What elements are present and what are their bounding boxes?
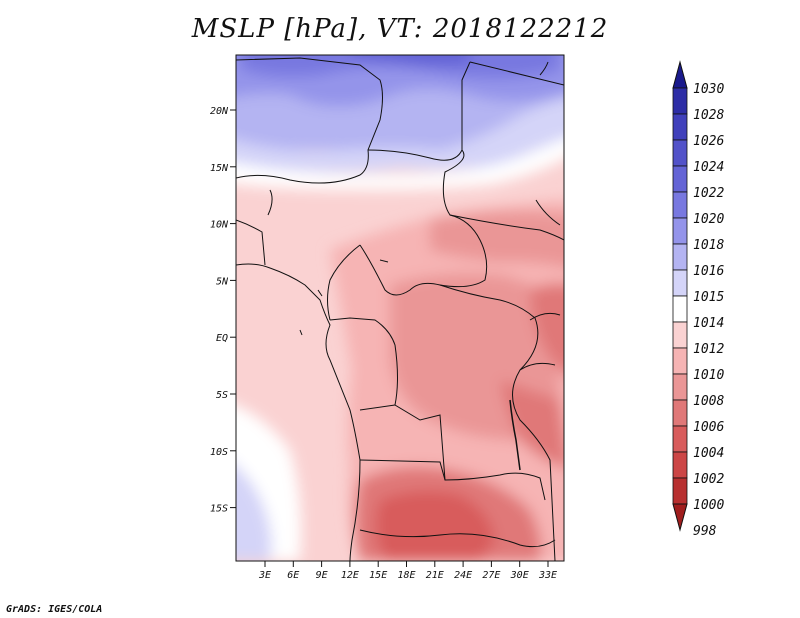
colorbar-swatch: [672, 425, 688, 453]
colorbar-label: 1020: [693, 212, 724, 227]
colorbar-label: 1026: [693, 134, 724, 149]
colorbar-label: 1000: [693, 498, 724, 513]
colorbar-swatch: [672, 139, 688, 167]
map-title: MSLP [hPa], VT: 2018122212: [191, 14, 609, 44]
colorbar-label: 1004: [693, 446, 724, 461]
lon-tick-label: 12E: [341, 570, 359, 581]
colorbar-label: 1002: [693, 472, 724, 487]
lat-tick-label: 5S: [216, 390, 228, 401]
lon-tick-label: 27E: [482, 570, 500, 581]
colorbar-swatch: [672, 399, 688, 427]
lon-tick-label: 21E: [426, 570, 444, 581]
lon-tick-label: 18E: [397, 570, 415, 581]
colorbar-label: 1024: [693, 160, 724, 175]
lon-tick-label: 30E: [510, 570, 529, 581]
colorbar-swatch: [672, 217, 688, 245]
colorbar-swatch: [672, 191, 688, 219]
colorbar-label: 1022: [693, 186, 724, 201]
colorbar-swatch: [672, 373, 688, 401]
latitude-axis: 20N 15N 10N 5N EQ 5S 10S 15S: [210, 106, 236, 515]
colorbar-top-arrow: [672, 60, 688, 89]
colorbar-swatch: [672, 113, 688, 141]
lon-tick-label: 9E: [316, 570, 328, 581]
lon-tick-label: 15E: [369, 570, 387, 581]
lat-tick-label: 20N: [210, 106, 229, 117]
lon-tick-label: 6E: [287, 570, 299, 581]
lat-tick-label: 15N: [210, 163, 229, 174]
colorbar-label: 1030: [693, 82, 724, 97]
lat-tick-label: 15S: [210, 504, 228, 515]
colorbar-swatch: [672, 321, 688, 349]
colorbar-swatch: [672, 477, 688, 505]
colorbar-swatch: [672, 451, 688, 479]
colorbar-label: 1015: [693, 290, 724, 305]
pressure-field: [236, 55, 564, 561]
colorbar-label: 1012: [693, 342, 724, 357]
colorbar-swatch: [672, 347, 688, 375]
lat-tick-label: 10S: [210, 447, 228, 458]
colorbar-swatch: [672, 295, 688, 323]
colorbar-label: 1010: [693, 368, 724, 383]
colorbar-label: 1016: [693, 264, 724, 279]
lat-tick-label: EQ: [216, 333, 228, 344]
colorbar-swatch: [672, 87, 688, 115]
lat-tick-label: 5N: [216, 276, 229, 287]
lon-tick-label: 24E: [454, 570, 472, 581]
colorbar-label: 1018: [693, 238, 724, 253]
colorbar-label: 998: [693, 524, 717, 539]
colorbar-label: 1014: [693, 316, 724, 331]
colorbar-swatch: [672, 243, 688, 271]
colorbar: 1030 1028 1026 1024 1022 1020 1018 1016 1015 1014…: [672, 60, 724, 539]
lon-tick-label: 33E: [538, 570, 557, 581]
colorbar-swatch: [672, 165, 688, 193]
colorbar-bottom-arrow: [672, 503, 688, 532]
colorbar-swatch: [672, 269, 688, 297]
country-borders: [236, 57, 564, 561]
lat-tick-label: 10N: [210, 220, 229, 231]
longitude-axis: 3E 6E 9E 12E 15E 18E 21E 24E 27E 30E 33E: [258, 561, 557, 581]
lon-tick-label: 3E: [258, 570, 271, 581]
colorbar-label: 1006: [693, 420, 724, 435]
colorbar-label: 1008: [693, 394, 724, 409]
colorbar-label: 1028: [693, 108, 724, 123]
map-frame: [235, 54, 565, 562]
grads-credit: GrADS: IGES/COLA: [6, 604, 103, 615]
